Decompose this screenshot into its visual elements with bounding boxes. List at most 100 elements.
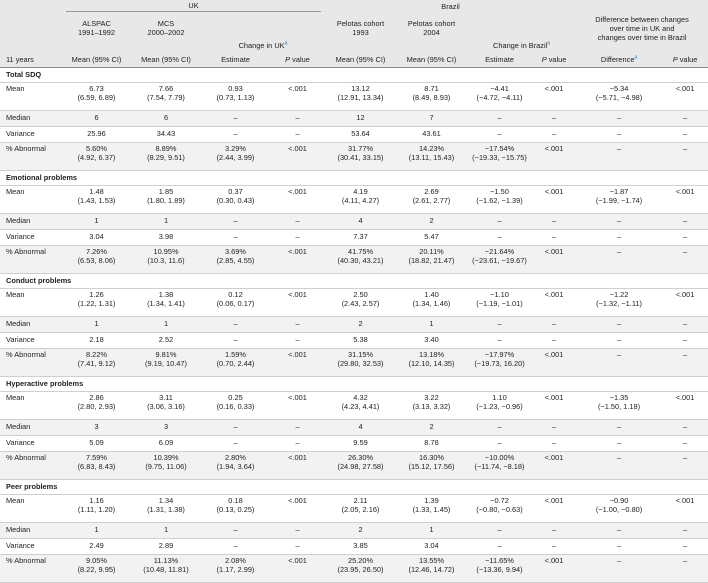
cell-brazil-estimate: −10.00% (−11.74, −8.18): [467, 451, 532, 480]
cell-value: –: [233, 541, 238, 551]
cell-value: 20.11%: [419, 247, 444, 256]
cell-difference-pvalue: <.001: [662, 82, 708, 111]
cell-alspac-mean: 8.22% (7.41, 9.12): [62, 348, 131, 377]
cell-ci: (1.80, 1.89): [147, 195, 185, 205]
cell-value: 1: [94, 216, 99, 226]
cell-value: <.001: [544, 187, 564, 196]
cell-alspac-mean: 25.96: [62, 126, 131, 143]
cell-value: –: [682, 335, 688, 345]
cell-value: –: [616, 144, 622, 153]
cell-uk-pvalue: –: [270, 110, 325, 127]
cell-brazil-pvalue: –: [532, 419, 577, 436]
cell-mcs-mean: 6.09: [131, 435, 201, 452]
cell-value: –: [616, 422, 622, 432]
cell-uk-pvalue: –: [270, 435, 325, 452]
cell-mcs-mean: 34.43: [131, 126, 201, 143]
cell-pelotas2004-mean: 13.18% (12.10, 14.35): [396, 348, 467, 377]
cell-value: 3.85: [353, 541, 368, 551]
cell-ci: (7.41, 9.12): [77, 358, 116, 368]
cell-brazil-estimate: −4.41 (−4.72, −4.11): [467, 82, 532, 111]
cell-ci: (−1.62, −1.39): [476, 195, 523, 205]
table-row: Median 1 1 – – 4 2 – – – –: [0, 213, 708, 230]
col-estimate-uk: Estimate: [201, 53, 270, 68]
cell-uk-pvalue: –: [270, 213, 325, 230]
cell-uk-pvalue: <.001: [270, 494, 325, 523]
cell-value: 5.38: [353, 335, 368, 345]
cell-ci: (23.95, 26.50): [337, 564, 384, 574]
cell-mcs-mean: 1.34 (1.31, 1.38): [131, 494, 201, 523]
cell-pelotas1993-mean: 4: [325, 213, 396, 230]
cell-alspac-mean: 3: [62, 419, 131, 436]
change-brazil-label: Change in Brazil: [493, 41, 548, 51]
cell-alspac-mean: 5.09: [62, 435, 131, 452]
cell-difference: –: [576, 554, 663, 583]
cell-value: –: [233, 319, 238, 329]
cell-value: <.001: [544, 393, 564, 402]
cell-brazil-estimate: −0.72 (−0.80, −0.63): [467, 494, 532, 523]
cell-mcs-mean: 2.52: [131, 332, 201, 349]
cell-value: –: [551, 541, 557, 551]
cell-value: –: [551, 232, 557, 242]
cell-difference: –: [576, 126, 663, 143]
cell-value: 3.98: [158, 232, 174, 242]
cell-pelotas1993-mean: 13.12 (12.91, 13.34): [325, 82, 396, 111]
cell-pelotas1993-mean: 4: [325, 419, 396, 436]
cell-ci: (2.44, 3.99): [216, 152, 255, 162]
cell-value: –: [682, 232, 688, 242]
table-row: Mean 1.48 (1.43, 1.53) 1.85 (1.80, 1.89) 0.37…: [0, 185, 708, 214]
cell-uk-estimate: 0.18 (0.13, 0.25): [201, 494, 270, 523]
cell-pelotas1993-mean: 31.77% (30.41, 33.15): [325, 142, 396, 171]
cell-ci: (18.82, 21.47): [408, 255, 455, 265]
cell-value: –: [682, 216, 688, 226]
cell-pelotas1993-mean: 5.38: [325, 332, 396, 349]
cell-brazil-estimate: –: [467, 126, 532, 143]
cell-ci: (9.19, 10.47): [145, 358, 187, 368]
cell-value: –: [616, 350, 622, 359]
cell-ci: (2.80, 2.93): [77, 401, 116, 411]
cell-value: –: [682, 319, 688, 329]
cell-value: 6.73: [89, 84, 104, 93]
cell-value: <.001: [288, 144, 307, 153]
cell-value: 5.09: [89, 438, 104, 448]
cell-value: 6.09: [158, 438, 174, 448]
cell-value: 2.08%: [225, 556, 246, 565]
cell-ci: (3.06, 3.16): [147, 401, 185, 411]
cell-difference-pvalue: –: [662, 554, 708, 583]
cell-ci: (−1.19, −1.01): [476, 298, 523, 308]
cell-value: –: [616, 216, 622, 226]
row-label: Median: [0, 419, 62, 436]
table-row: Variance 2.49 2.89 – – 3.85 3.04 – – – –: [0, 538, 708, 555]
table-row: Mean 2.86 (2.80, 2.93) 3.11 (3.06, 3.16) 0.25…: [0, 391, 708, 420]
cell-ci: (−1.00, −0.80): [595, 504, 643, 514]
cell-ci: (0.16, 0.33): [216, 401, 255, 411]
cell-pelotas2004-mean: 20.11% (18.82, 21.47): [396, 245, 467, 274]
cell-ci: (1.43, 1.53): [77, 195, 116, 205]
cell-ci: (−4.72, −4.11): [476, 92, 523, 102]
cell-value: –: [616, 113, 622, 123]
cell-ci: (−5.71, −4.98): [595, 92, 643, 102]
cell-pelotas2004-mean: 8.71 (8.49, 8.93): [396, 82, 467, 111]
cell-value: −0.72: [490, 496, 509, 505]
cell-value: <.001: [288, 247, 307, 256]
cell-value: 2.86: [89, 393, 104, 402]
cell-pelotas2004-mean: 2.69 (2.61, 2.77): [396, 185, 467, 214]
cell-value: 3.22: [424, 393, 439, 402]
cell-alspac-mean: 6.73 (6.59, 6.89): [62, 82, 131, 111]
cell-value: −17.54%: [484, 144, 515, 153]
table-row: Variance 3.04 3.98 – – 7.37 5.47 – – – –: [0, 229, 708, 246]
cell-brazil-pvalue: <.001: [532, 348, 577, 377]
cell-value: −21.64%: [484, 247, 515, 256]
cell-mcs-mean: 1: [131, 522, 201, 539]
cell-value: –: [551, 335, 557, 345]
mcs-label: MCS: [157, 19, 175, 28]
cell-value: –: [497, 232, 502, 242]
cell-ci: (2.61, 2.77): [412, 195, 451, 205]
cell-mcs-mean: 7.66 (7.54, 7.79): [131, 82, 201, 111]
cell-pelotas1993-mean: 53.64: [325, 126, 396, 143]
cell-value: 7.26%: [86, 247, 107, 256]
cell-difference: –: [576, 316, 663, 333]
cell-ci: (12.46, 14.72): [408, 564, 455, 574]
cell-value: <.001: [544, 290, 564, 299]
cell-value: –: [551, 216, 557, 226]
row-label: % Abnormal: [0, 245, 62, 274]
